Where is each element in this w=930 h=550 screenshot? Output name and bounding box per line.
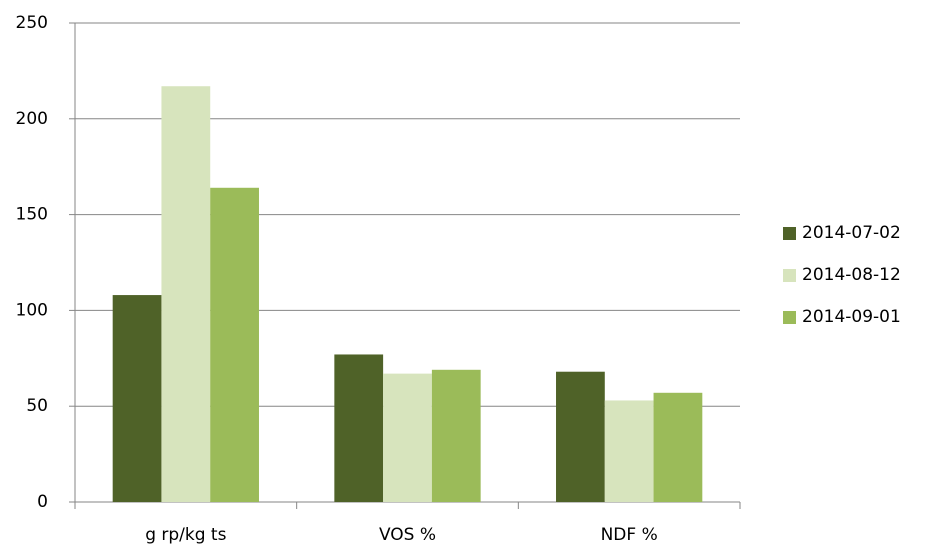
x-tick-label: VOS % <box>379 525 436 545</box>
legend-label: 2014-09-01 <box>802 307 901 327</box>
bar <box>383 373 432 502</box>
bar <box>556 371 605 502</box>
bar <box>653 392 703 502</box>
legend-swatch <box>783 227 796 240</box>
bar <box>431 369 481 502</box>
y-tick-label: 150 <box>16 205 48 225</box>
legend-swatch <box>783 269 796 282</box>
y-tick-label: 50 <box>26 396 48 416</box>
y-tick-label: 0 <box>37 492 48 512</box>
bar <box>161 86 211 502</box>
x-tick-label: NDF % <box>601 525 658 545</box>
legend-swatch <box>783 311 796 324</box>
legend-label: 2014-07-02 <box>802 223 901 243</box>
y-tick-label: 200 <box>16 109 48 129</box>
legend-label: 2014-08-12 <box>802 265 901 285</box>
bar <box>604 400 654 502</box>
bar <box>112 295 162 502</box>
y-tick-label: 100 <box>16 300 48 320</box>
bar <box>334 354 384 502</box>
y-tick-label: 250 <box>16 13 48 33</box>
bar <box>210 187 259 502</box>
x-tick-label: g rp/kg ts <box>145 525 226 545</box>
